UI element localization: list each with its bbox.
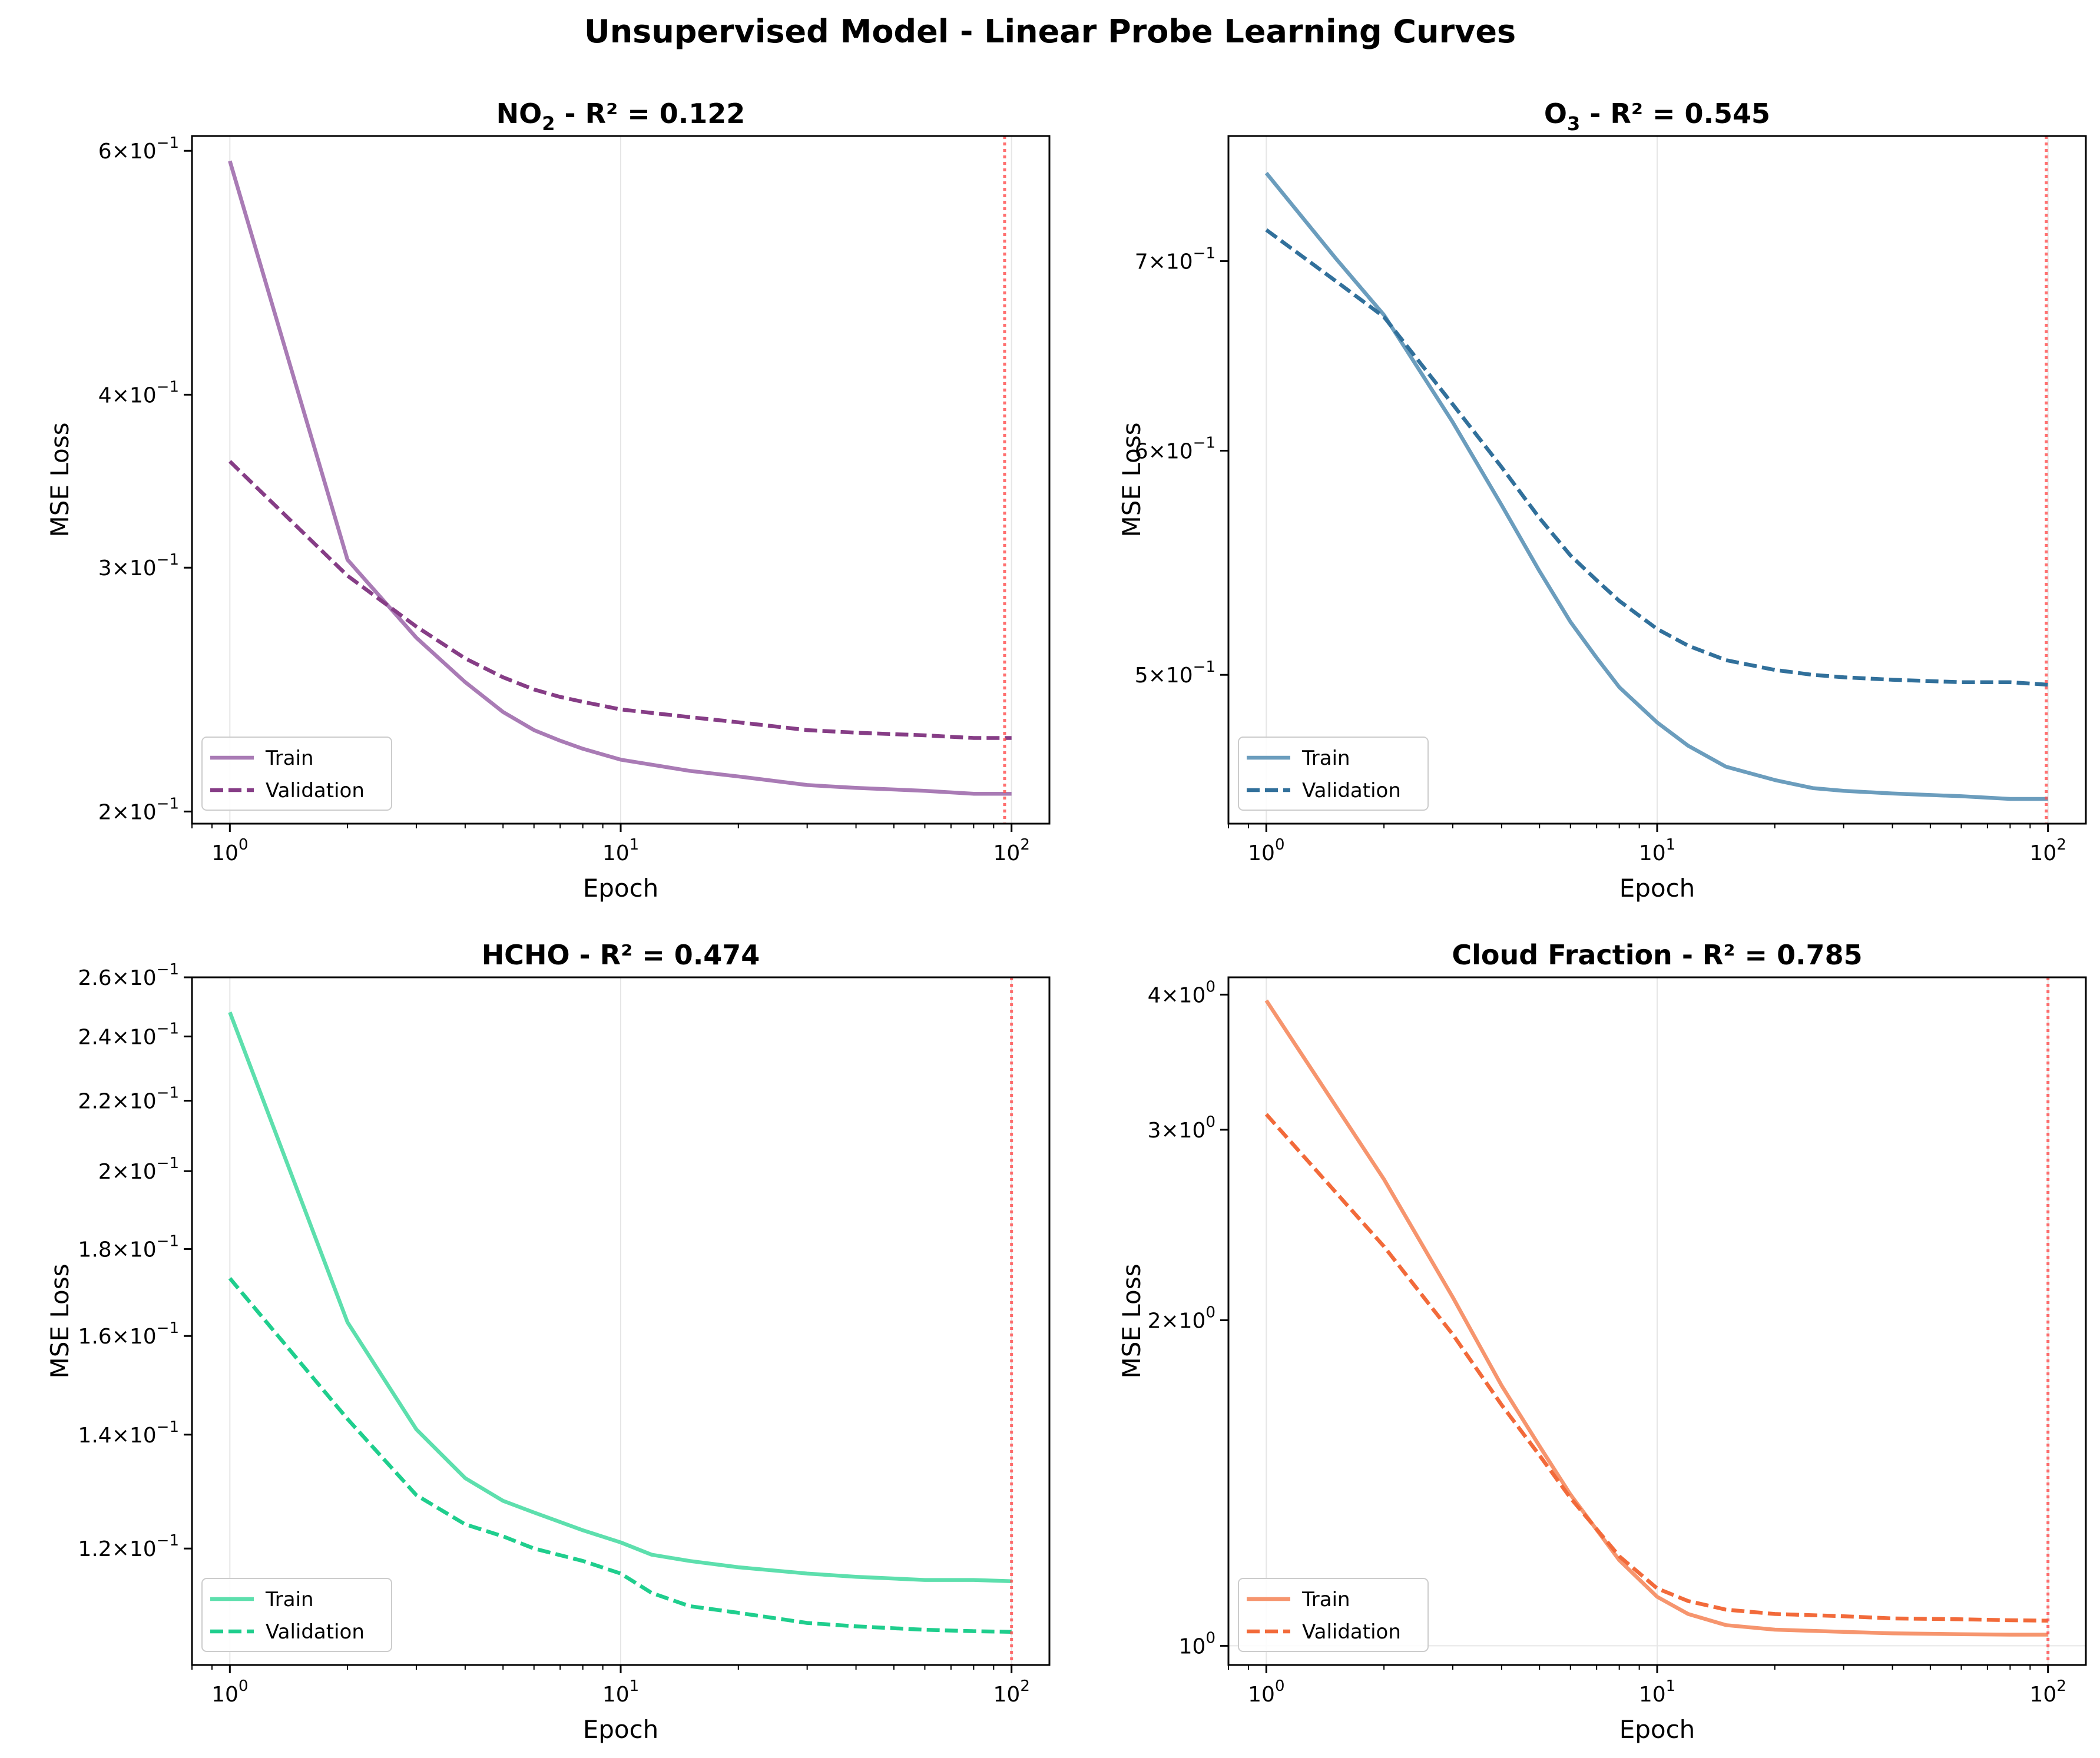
legend: Train Validation xyxy=(1238,737,1429,811)
y-tick-label: 1.4×10−1 xyxy=(78,1418,179,1448)
x-tick-label: 102 xyxy=(2030,836,2066,865)
legend-label-validation: Validation xyxy=(1302,1620,1401,1644)
x-tick-label: 102 xyxy=(993,836,1030,865)
x-tick-label: 101 xyxy=(602,836,639,865)
series-group xyxy=(1264,171,2048,801)
subplot-title: Cloud Fraction - R² = 0.785 xyxy=(1452,939,1862,971)
x-tick-label: 101 xyxy=(1639,836,1675,865)
y-tick-label: 5×10−1 xyxy=(1135,658,1215,688)
y-axis-label: MSE Loss xyxy=(1117,423,1146,538)
series-group xyxy=(228,1011,1012,1634)
x-tick-label: 102 xyxy=(2030,1677,2066,1707)
legend-label-train: Train xyxy=(1301,1588,1350,1611)
subplot-title: HCHO - R² = 0.474 xyxy=(482,939,760,971)
x-axis-label: Epoch xyxy=(583,874,659,903)
y-axis-label: MSE Loss xyxy=(1117,1264,1146,1379)
x-axis-label: Epoch xyxy=(1619,874,1695,903)
x-tick-label: 101 xyxy=(602,1677,639,1707)
panels-container: 100 101 102 2×10−1 3×10−1 4×10−1 6×10−1 NO2 - R… xyxy=(45,98,2087,1744)
legend: Train Validation xyxy=(1238,1578,1429,1652)
subplot-4: 100 101 102 100 2×100 3×100 4×100 Cloud Fractio… xyxy=(1117,939,2087,1744)
y-tick-label: 2×10−1 xyxy=(98,1155,179,1184)
y-tick-label: 4×10−1 xyxy=(98,378,179,407)
y-tick-label: 3×100 xyxy=(1148,1113,1215,1143)
x-tick-label: 100 xyxy=(211,836,248,865)
y-tick-label: 2.6×10−1 xyxy=(78,961,179,990)
legend-label-validation: Validation xyxy=(266,1620,365,1644)
series-line-validation xyxy=(1264,1113,2048,1623)
y-tick-label: 7×10−1 xyxy=(1135,245,1215,274)
y-tick-label: 2×100 xyxy=(1148,1303,1215,1333)
y-tick-label: 1.6×10−1 xyxy=(78,1319,179,1349)
legend-label-validation: Validation xyxy=(1302,779,1401,802)
subplot-2: 100 101 102 5×10−1 6×10−1 7×10−1 O3 - R² = 0.5… xyxy=(1117,98,2087,903)
legend-label-train: Train xyxy=(1301,747,1350,770)
legend-label-validation: Validation xyxy=(266,779,365,802)
figure-title: Unsupervised Model - Linear Probe Learni… xyxy=(584,13,1516,50)
x-tick-label: 100 xyxy=(1248,1677,1284,1707)
y-tick-label: 2.2×10−1 xyxy=(78,1084,179,1114)
x-tick-label: 101 xyxy=(1639,1677,1675,1707)
subplot-title: O3 - R² = 0.545 xyxy=(1544,98,1770,135)
x-tick-label: 100 xyxy=(1248,836,1284,865)
series-group xyxy=(1264,999,2048,1637)
series-line-train xyxy=(1264,999,2048,1637)
y-tick-label: 2×10−1 xyxy=(98,795,179,824)
series-line-validation xyxy=(1265,228,2048,687)
x-axis-label: Epoch xyxy=(583,1715,659,1744)
y-axis-label: MSE Loss xyxy=(45,1264,74,1379)
subplot-title: NO2 - R² = 0.122 xyxy=(496,98,746,135)
y-tick-label: 4×100 xyxy=(1148,978,1215,1007)
y-tick-label: 6×10−1 xyxy=(98,134,179,164)
x-tick-label: 100 xyxy=(211,1677,248,1707)
subplot-1: 100 101 102 2×10−1 3×10−1 4×10−1 6×10−1 NO2 - R… xyxy=(45,98,1051,903)
y-tick-label: 1.2×10−1 xyxy=(78,1532,179,1561)
subplot-3: 100 101 102 1.2×10−1 1.4×10−1 1.6×10−1 1.8×10−… xyxy=(45,939,1051,1744)
y-axis-label: MSE Loss xyxy=(45,423,74,538)
legend: Train Validation xyxy=(201,1578,392,1652)
legend-label-train: Train xyxy=(265,747,314,770)
legend: Train Validation xyxy=(201,737,392,811)
y-tick-label: 1.8×10−1 xyxy=(78,1232,179,1262)
y-tick-label: 2.4×10−1 xyxy=(78,1020,179,1049)
series-line-validation xyxy=(228,460,1012,740)
series-line-train xyxy=(228,160,1012,796)
y-tick-label: 6×10−1 xyxy=(1135,434,1215,463)
y-tick-label: 100 xyxy=(1179,1629,1215,1659)
y-tick-label: 3×10−1 xyxy=(98,551,179,581)
series-line-validation xyxy=(228,1277,1012,1634)
series-line-train xyxy=(228,1011,1012,1584)
x-tick-label: 102 xyxy=(993,1677,1030,1707)
x-axis-label: Epoch xyxy=(1619,1715,1695,1744)
series-group xyxy=(228,160,1012,796)
series-line-train xyxy=(1264,171,2048,801)
legend-label-train: Train xyxy=(265,1588,314,1611)
